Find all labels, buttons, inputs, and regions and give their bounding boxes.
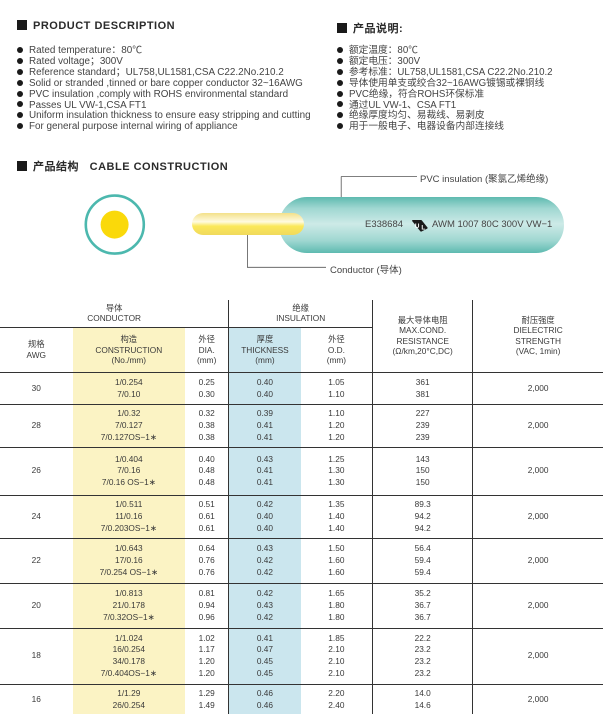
svg-text:U: U — [415, 223, 420, 230]
svg-text:L: L — [421, 224, 425, 231]
